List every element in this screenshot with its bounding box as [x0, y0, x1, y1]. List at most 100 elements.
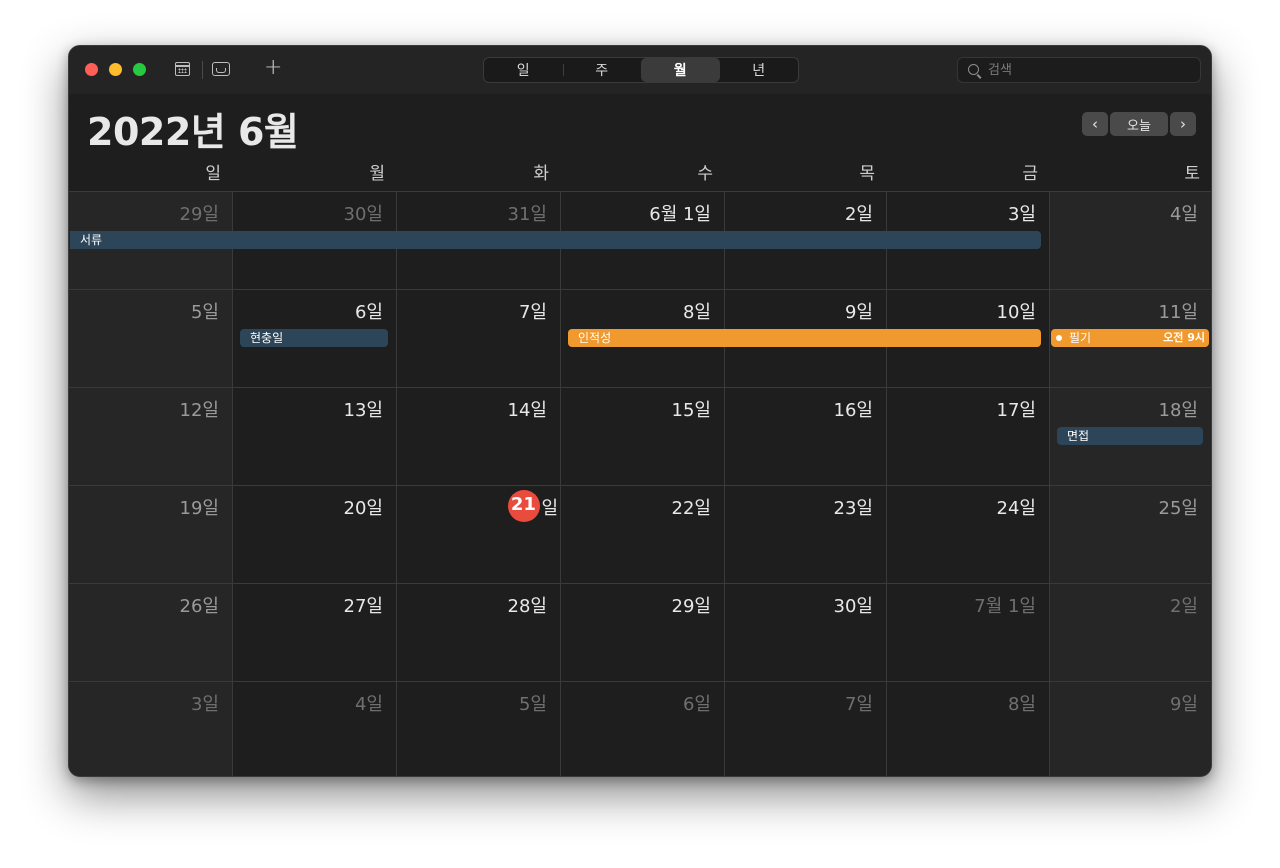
- day-number: 9일: [1169, 694, 1198, 715]
- today-button[interactable]: 오늘: [1110, 112, 1168, 136]
- chevron-left-icon: ‹: [1092, 115, 1098, 133]
- day-cell[interactable]: 4일: [232, 681, 396, 776]
- day-number: 22일: [671, 498, 711, 519]
- event-title: 서류: [80, 233, 103, 247]
- day-cell[interactable]: 12일: [69, 387, 232, 485]
- day-number: 14일: [507, 400, 547, 421]
- day-cell[interactable]: 19일: [69, 485, 232, 583]
- event-title: 현충일: [250, 331, 284, 345]
- next-month-button[interactable]: ›: [1170, 112, 1196, 136]
- day-number: 6일: [682, 694, 711, 715]
- day-cell[interactable]: 17일: [886, 387, 1049, 485]
- weekday-label: 금: [1022, 164, 1038, 184]
- day-number: 19일: [179, 498, 219, 519]
- weekday-label: 수: [697, 164, 713, 184]
- day-number: 7일: [844, 694, 873, 715]
- day-cell[interactable]: 9일: [1049, 681, 1211, 776]
- inbox-icon[interactable]: [212, 62, 230, 76]
- day-number: 18일: [1158, 400, 1198, 421]
- day-number: 5일: [190, 302, 219, 323]
- day-cell[interactable]: 15일: [560, 387, 724, 485]
- minimize-button[interactable]: [109, 63, 122, 76]
- day-cell[interactable]: 5일: [69, 289, 232, 387]
- day-number: 25일: [1158, 498, 1198, 519]
- previous-month-button[interactable]: ‹: [1082, 112, 1108, 136]
- day-cell[interactable]: 26일: [69, 583, 232, 681]
- weekday-label: 월: [369, 164, 385, 184]
- day-number: 30일: [343, 204, 383, 225]
- day-cell[interactable]: 14일: [396, 387, 560, 485]
- event-title: 인적성: [578, 331, 612, 345]
- day-number: 31일: [507, 204, 547, 225]
- day-cell[interactable]: 30일: [724, 583, 886, 681]
- day-cell[interactable]: 4일: [1049, 191, 1211, 289]
- day-cell[interactable]: 7일: [724, 681, 886, 776]
- day-number: 7월 1일: [974, 596, 1036, 617]
- day-cell[interactable]: 5일: [396, 681, 560, 776]
- day-cell[interactable]: 23일: [724, 485, 886, 583]
- view-week-tab[interactable]: 주: [562, 58, 642, 82]
- day-cell[interactable]: 16일: [724, 387, 886, 485]
- day-number: 15일: [671, 400, 711, 421]
- toolbar-divider: [202, 61, 203, 79]
- close-button[interactable]: [85, 63, 98, 76]
- chevron-right-icon: ›: [1180, 115, 1186, 133]
- day-number: 2일: [1169, 596, 1198, 617]
- event-allday[interactable]: 인적성: [568, 329, 1041, 347]
- day-number: 13일: [343, 400, 383, 421]
- day-number: 2일: [844, 204, 873, 225]
- day-number: 8일: [1007, 694, 1036, 715]
- weekday-label: 화: [533, 164, 549, 184]
- view-month-tab[interactable]: 월: [641, 58, 720, 82]
- day-number: 20일: [343, 498, 383, 519]
- day-number: 4일: [1169, 204, 1198, 225]
- day-number: 4일: [354, 694, 383, 715]
- search-icon: [968, 64, 979, 75]
- day-cell[interactable]: 29일: [560, 583, 724, 681]
- day-cell[interactable]: 3일: [69, 681, 232, 776]
- day-number: 11일: [1158, 302, 1198, 323]
- day-cell[interactable]: 7일: [396, 289, 560, 387]
- event-allday[interactable]: 현충일: [240, 329, 388, 347]
- day-cell[interactable]: 6일: [232, 289, 396, 387]
- day-number: 29일: [671, 596, 711, 617]
- day-number: 29일: [179, 204, 219, 225]
- day-number: 16일: [833, 400, 873, 421]
- page-title: 2022년 6월: [87, 110, 299, 154]
- day-cell[interactable]: 2일: [1049, 583, 1211, 681]
- event-timed[interactable]: 필기 오전 9시: [1051, 329, 1209, 347]
- day-cell[interactable]: 21 일: [396, 485, 560, 583]
- calendar-list-icon[interactable]: [175, 62, 190, 76]
- search-input[interactable]: [988, 58, 1188, 82]
- day-cell[interactable]: 6일: [560, 681, 724, 776]
- day-cell[interactable]: 20일: [232, 485, 396, 583]
- day-number: 28일: [507, 596, 547, 617]
- day-number: 26일: [179, 596, 219, 617]
- day-cell[interactable]: 13일: [232, 387, 396, 485]
- day-cell[interactable]: 8일: [560, 289, 724, 387]
- event-allday[interactable]: 서류: [70, 231, 1041, 249]
- day-cell[interactable]: 7월 1일: [886, 583, 1049, 681]
- day-number: 8일: [682, 302, 711, 323]
- day-cell[interactable]: 25일: [1049, 485, 1211, 583]
- day-cell[interactable]: 22일: [560, 485, 724, 583]
- day-number: 5일: [518, 694, 547, 715]
- today-indicator: [508, 490, 540, 522]
- day-number: 24일: [996, 498, 1036, 519]
- zoom-button[interactable]: [133, 63, 146, 76]
- day-number: 6월 1일: [649, 204, 711, 225]
- day-number: 17일: [996, 400, 1036, 421]
- day-cell[interactable]: 27일: [232, 583, 396, 681]
- view-day-tab[interactable]: 일: [516, 63, 530, 79]
- event-allday[interactable]: 면접: [1057, 427, 1203, 445]
- day-number: 27일: [343, 596, 383, 617]
- view-year-tab[interactable]: 년: [752, 63, 766, 79]
- event-title: 면접: [1067, 429, 1090, 443]
- day-number: 3일: [1007, 204, 1036, 225]
- day-cell[interactable]: 8일: [886, 681, 1049, 776]
- add-event-icon[interactable]: +: [264, 55, 283, 80]
- day-number: 23일: [833, 498, 873, 519]
- day-cell[interactable]: 24일: [886, 485, 1049, 583]
- day-cell[interactable]: 28일: [396, 583, 560, 681]
